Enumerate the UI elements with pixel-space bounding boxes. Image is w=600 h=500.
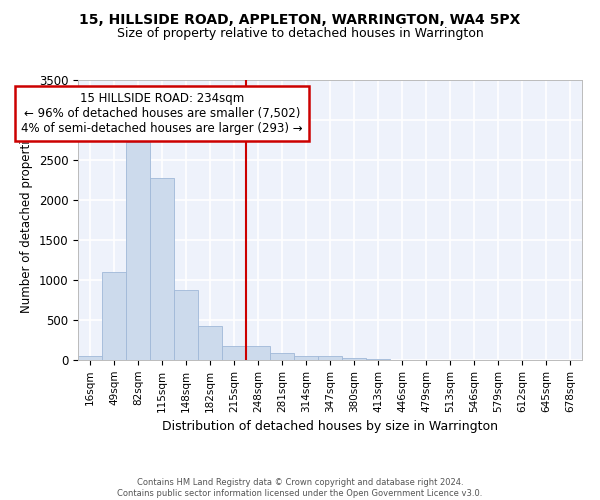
Bar: [294, 356, 318, 360]
Bar: [102, 272, 126, 360]
Text: 15 HILLSIDE ROAD: 234sqm
← 96% of detached houses are smaller (7,502)
4% of semi: 15 HILLSIDE ROAD: 234sqm ← 96% of detach…: [21, 92, 303, 135]
Bar: [246, 346, 270, 360]
Bar: [318, 356, 342, 360]
Bar: [126, 142, 150, 360]
Bar: [222, 346, 246, 360]
Bar: [270, 353, 294, 360]
Text: Size of property relative to detached houses in Warrington: Size of property relative to detached ho…: [116, 28, 484, 40]
Bar: [78, 356, 102, 360]
Text: Contains HM Land Registry data © Crown copyright and database right 2024.
Contai: Contains HM Land Registry data © Crown c…: [118, 478, 482, 498]
Y-axis label: Number of detached properties: Number of detached properties: [20, 127, 33, 313]
Bar: [150, 178, 174, 360]
Bar: [198, 326, 222, 360]
Bar: [366, 359, 390, 360]
Text: 15, HILLSIDE ROAD, APPLETON, WARRINGTON, WA4 5PX: 15, HILLSIDE ROAD, APPLETON, WARRINGTON,…: [79, 12, 521, 26]
Bar: [342, 358, 366, 360]
Bar: [174, 290, 198, 360]
X-axis label: Distribution of detached houses by size in Warrington: Distribution of detached houses by size …: [162, 420, 498, 433]
